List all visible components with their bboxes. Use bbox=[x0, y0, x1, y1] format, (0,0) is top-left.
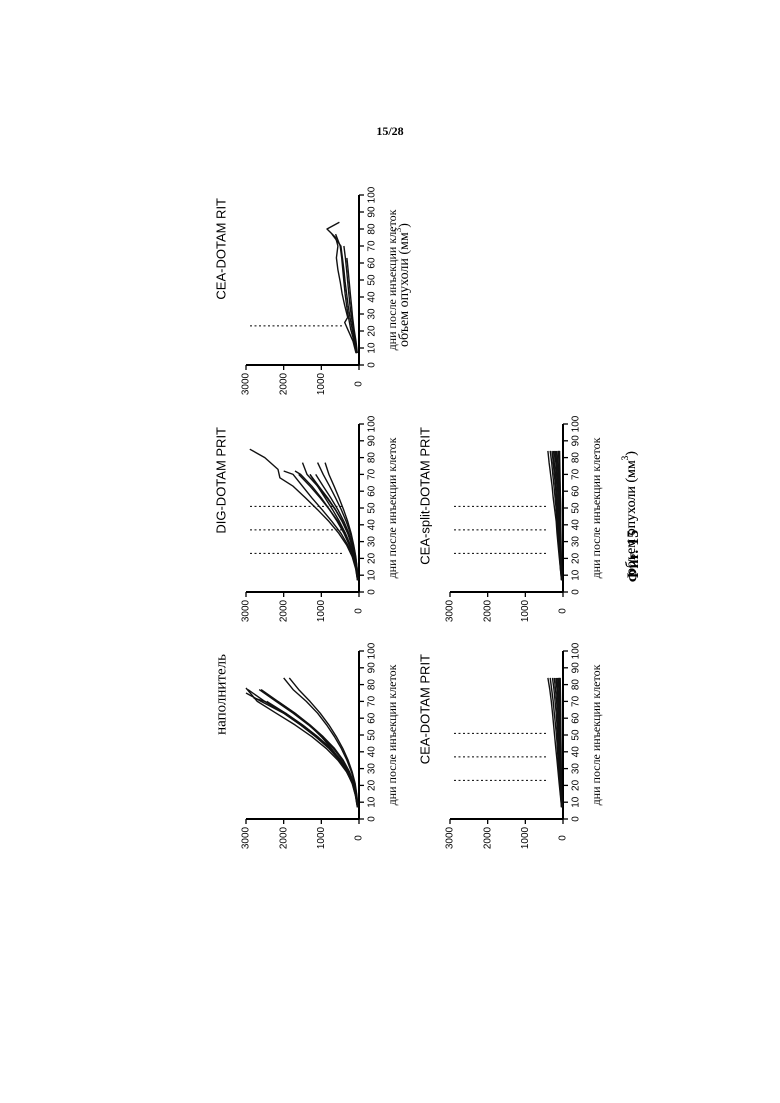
x-tick-label: 80 bbox=[367, 679, 378, 691]
x-tick-label: 0 bbox=[367, 816, 378, 822]
y-tick-label: 3000 bbox=[241, 826, 252, 849]
x-tick-label: 0 bbox=[367, 589, 378, 595]
x-tick-label: 90 bbox=[571, 662, 582, 674]
panel-title: CEA-DOTAM PRIT bbox=[417, 654, 432, 764]
x-tick-label: 70 bbox=[571, 695, 582, 707]
x-tick-label: 80 bbox=[367, 452, 378, 464]
x-tick-label: 80 bbox=[367, 223, 378, 235]
x-tick-label: 50 bbox=[367, 274, 378, 286]
x-tick-label: 40 bbox=[571, 519, 582, 531]
series-line bbox=[303, 463, 358, 581]
x-tick-label: 20 bbox=[367, 779, 378, 791]
x-tick-label: 70 bbox=[367, 468, 378, 480]
series-line bbox=[246, 693, 358, 807]
y-tick-label: 2000 bbox=[482, 826, 493, 849]
x-tick-label: 60 bbox=[571, 485, 582, 497]
x-tick-label: 30 bbox=[571, 763, 582, 775]
panel-title: CEA-split-DOTAM PRIT bbox=[417, 427, 432, 565]
x-tick-label: 0 bbox=[571, 816, 582, 822]
x-tick-label: 80 bbox=[571, 679, 582, 691]
x-tick-label: 90 bbox=[571, 435, 582, 447]
y-tick-label: 0 bbox=[354, 381, 365, 387]
y-tick-label: 3000 bbox=[241, 599, 252, 622]
x-tick-label: 90 bbox=[367, 435, 378, 447]
x-tick-label: 60 bbox=[367, 485, 378, 497]
x-tick-label: 10 bbox=[367, 342, 378, 354]
x-tick-label: 70 bbox=[367, 695, 378, 707]
y-axis-title-close: ) bbox=[624, 451, 639, 456]
x-tick-label: 100 bbox=[571, 415, 582, 432]
x-tick-label: 100 bbox=[367, 415, 378, 432]
x-tick-label: 80 bbox=[571, 452, 582, 464]
x-tick-label: 10 bbox=[367, 796, 378, 808]
y-axis-title-close: ) bbox=[397, 223, 412, 228]
y-tick-label: 2000 bbox=[278, 599, 289, 622]
x-tick-label: 100 bbox=[571, 642, 582, 659]
y-axis-title-text: объем опухоли (мм bbox=[397, 232, 412, 347]
series-line bbox=[250, 449, 358, 580]
x-tick-label: 20 bbox=[571, 552, 582, 564]
figure-label: Фиг. 15 bbox=[625, 530, 643, 582]
x-tick-label: 10 bbox=[571, 796, 582, 808]
y-tick-label: 0 bbox=[558, 608, 569, 614]
x-tick-label: 60 bbox=[367, 257, 378, 269]
x-tick-label: 50 bbox=[367, 729, 378, 741]
y-tick-label: 1000 bbox=[316, 599, 327, 622]
x-tick-label: 50 bbox=[571, 502, 582, 514]
x-axis-title: дни после инъекции клеток bbox=[385, 664, 399, 805]
x-tick-label: 10 bbox=[571, 569, 582, 581]
x-tick-label: 90 bbox=[367, 662, 378, 674]
x-tick-label: 20 bbox=[367, 325, 378, 337]
y-tick-label: 0 bbox=[354, 835, 365, 841]
x-tick-label: 30 bbox=[367, 536, 378, 548]
x-tick-label: 40 bbox=[367, 746, 378, 758]
y-tick-label: 2000 bbox=[278, 372, 289, 395]
y-tick-label: 3000 bbox=[445, 599, 456, 622]
x-axis-title: дни после инъекции клеток bbox=[589, 664, 603, 805]
x-tick-label: 20 bbox=[367, 552, 378, 564]
x-tick-label: 20 bbox=[571, 779, 582, 791]
panel-title: DIG-DOTAM PRIT bbox=[213, 427, 228, 534]
x-tick-label: 40 bbox=[367, 519, 378, 531]
x-tick-label: 30 bbox=[571, 536, 582, 548]
x-tick-label: 30 bbox=[367, 763, 378, 775]
y-tick-label: 3000 bbox=[241, 372, 252, 395]
series-line bbox=[254, 698, 358, 807]
x-tick-label: 100 bbox=[367, 642, 378, 659]
x-tick-label: 40 bbox=[571, 746, 582, 758]
y-tick-label: 1000 bbox=[316, 372, 327, 395]
x-tick-label: 90 bbox=[367, 206, 378, 218]
x-tick-label: 70 bbox=[367, 240, 378, 252]
series-line bbox=[284, 678, 358, 807]
panel-title: CEA-DOTAM RIT bbox=[213, 198, 228, 300]
y-tick-label: 1000 bbox=[520, 599, 531, 622]
y-tick-label: 0 bbox=[558, 835, 569, 841]
x-tick-label: 100 bbox=[367, 186, 378, 203]
y-tick-label: 1000 bbox=[316, 826, 327, 849]
y-tick-label: 2000 bbox=[482, 599, 493, 622]
x-tick-label: 40 bbox=[367, 291, 378, 303]
chart-cea-dotam: 01020304050607080901000100020003000дни п… bbox=[417, 642, 780, 849]
x-tick-label: 30 bbox=[367, 308, 378, 320]
chart-cea-rit: 01020304050607080901000100020003000дни п… bbox=[213, 186, 412, 395]
y-tick-label: 0 bbox=[354, 608, 365, 614]
x-tick-label: 0 bbox=[571, 589, 582, 595]
x-axis-title: дни после инъекции клеток bbox=[589, 437, 603, 578]
x-tick-label: 60 bbox=[571, 712, 582, 724]
y-tick-label: 1000 bbox=[520, 826, 531, 849]
x-axis-title: дни после инъекции клеток bbox=[385, 437, 399, 578]
x-tick-label: 70 bbox=[571, 468, 582, 480]
x-tick-label: 60 bbox=[367, 712, 378, 724]
y-tick-label: 3000 bbox=[445, 826, 456, 849]
x-tick-label: 50 bbox=[367, 502, 378, 514]
y-tick-label: 2000 bbox=[278, 826, 289, 849]
panel-title: наполнитель bbox=[213, 654, 229, 735]
x-tick-label: 10 bbox=[367, 569, 378, 581]
x-tick-label: 50 bbox=[571, 729, 582, 741]
chart-cea-split: 01020304050607080901000100020003000дни п… bbox=[417, 415, 639, 622]
x-tick-label: 0 bbox=[367, 362, 378, 368]
